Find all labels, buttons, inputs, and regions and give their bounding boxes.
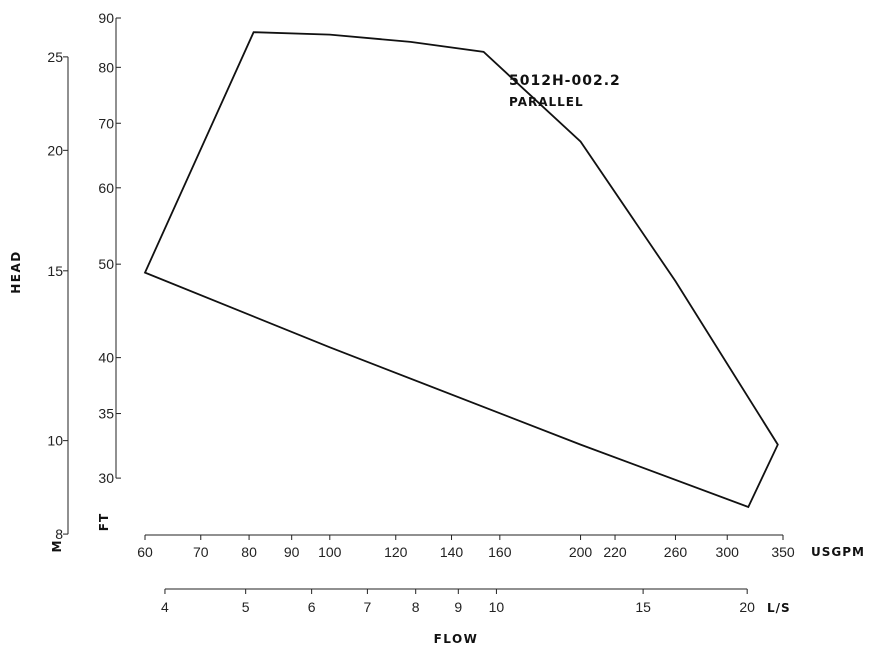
x-tick-label-usgpm: 90 — [284, 544, 300, 560]
x-tick-label-ls: 8 — [412, 599, 420, 615]
axes — [67, 18, 783, 590]
chart-subtitle: PARALLEL — [509, 95, 584, 109]
x-tick-label-usgpm: 200 — [569, 544, 593, 560]
y-tick-label-ft: 60 — [98, 180, 114, 196]
operating-envelope-curve — [143, 31, 779, 509]
x-tick-label-usgpm: 350 — [771, 544, 795, 560]
tick-group: 30 35 40 50 60 70 80 90 8 10 15 20 25 60 70 80 90 100 120 1… — [47, 10, 794, 615]
y-tick-label-ft: 90 — [98, 10, 114, 26]
y-tick-label-ft: 70 — [98, 115, 114, 131]
x-tick-label-usgpm: 60 — [137, 544, 153, 560]
x-tick-label-ls: 6 — [308, 599, 316, 615]
x-tick-label-ls: 10 — [489, 599, 505, 615]
x-tick-label-usgpm: 260 — [664, 544, 688, 560]
x-unit-ls: L/S — [767, 601, 791, 615]
x-tick-label-usgpm: 120 — [384, 544, 408, 560]
y-tick-label-ft: 80 — [98, 59, 114, 75]
x-tick-label-usgpm: 80 — [241, 544, 257, 560]
x-tick-label-usgpm: 140 — [440, 544, 464, 560]
x-tick-label-ls: 4 — [161, 599, 169, 615]
y-tick-label-m: 20 — [47, 142, 63, 158]
x-axis-label: FLOW — [434, 632, 479, 646]
x-tick-label-usgpm: 70 — [193, 544, 209, 560]
x-tick-label-usgpm: 300 — [716, 544, 740, 560]
y-tick-label-m: 8 — [55, 526, 63, 542]
y-unit-m: M — [50, 540, 64, 553]
y-tick-label-ft: 50 — [98, 256, 114, 272]
y-tick-label-ft: 40 — [98, 350, 114, 366]
x-tick-label-ls: 20 — [739, 599, 755, 615]
x-tick-label-usgpm: 100 — [318, 544, 342, 560]
y-unit-ft: FT — [97, 513, 111, 531]
y-tick-label-m: 10 — [47, 433, 63, 449]
y-axis-label: HEAD — [9, 250, 23, 294]
x-unit-usgpm: USGPM — [811, 545, 865, 559]
x-tick-label-ls: 7 — [363, 599, 371, 615]
y-tick-label-m: 15 — [47, 263, 63, 279]
x-tick-label-ls: 15 — [635, 599, 651, 615]
y-tick-label-ft: 30 — [98, 470, 114, 486]
x-tick-label-ls: 9 — [454, 599, 462, 615]
x-tick-label-usgpm: 220 — [603, 544, 627, 560]
x-tick-label-ls: 5 — [242, 599, 250, 615]
x-tick-label-usgpm: 160 — [488, 544, 512, 560]
y-tick-label-m: 25 — [47, 49, 63, 65]
y-tick-label-ft: 35 — [98, 406, 114, 422]
chart-title: 5012H-002.2 — [509, 73, 621, 89]
